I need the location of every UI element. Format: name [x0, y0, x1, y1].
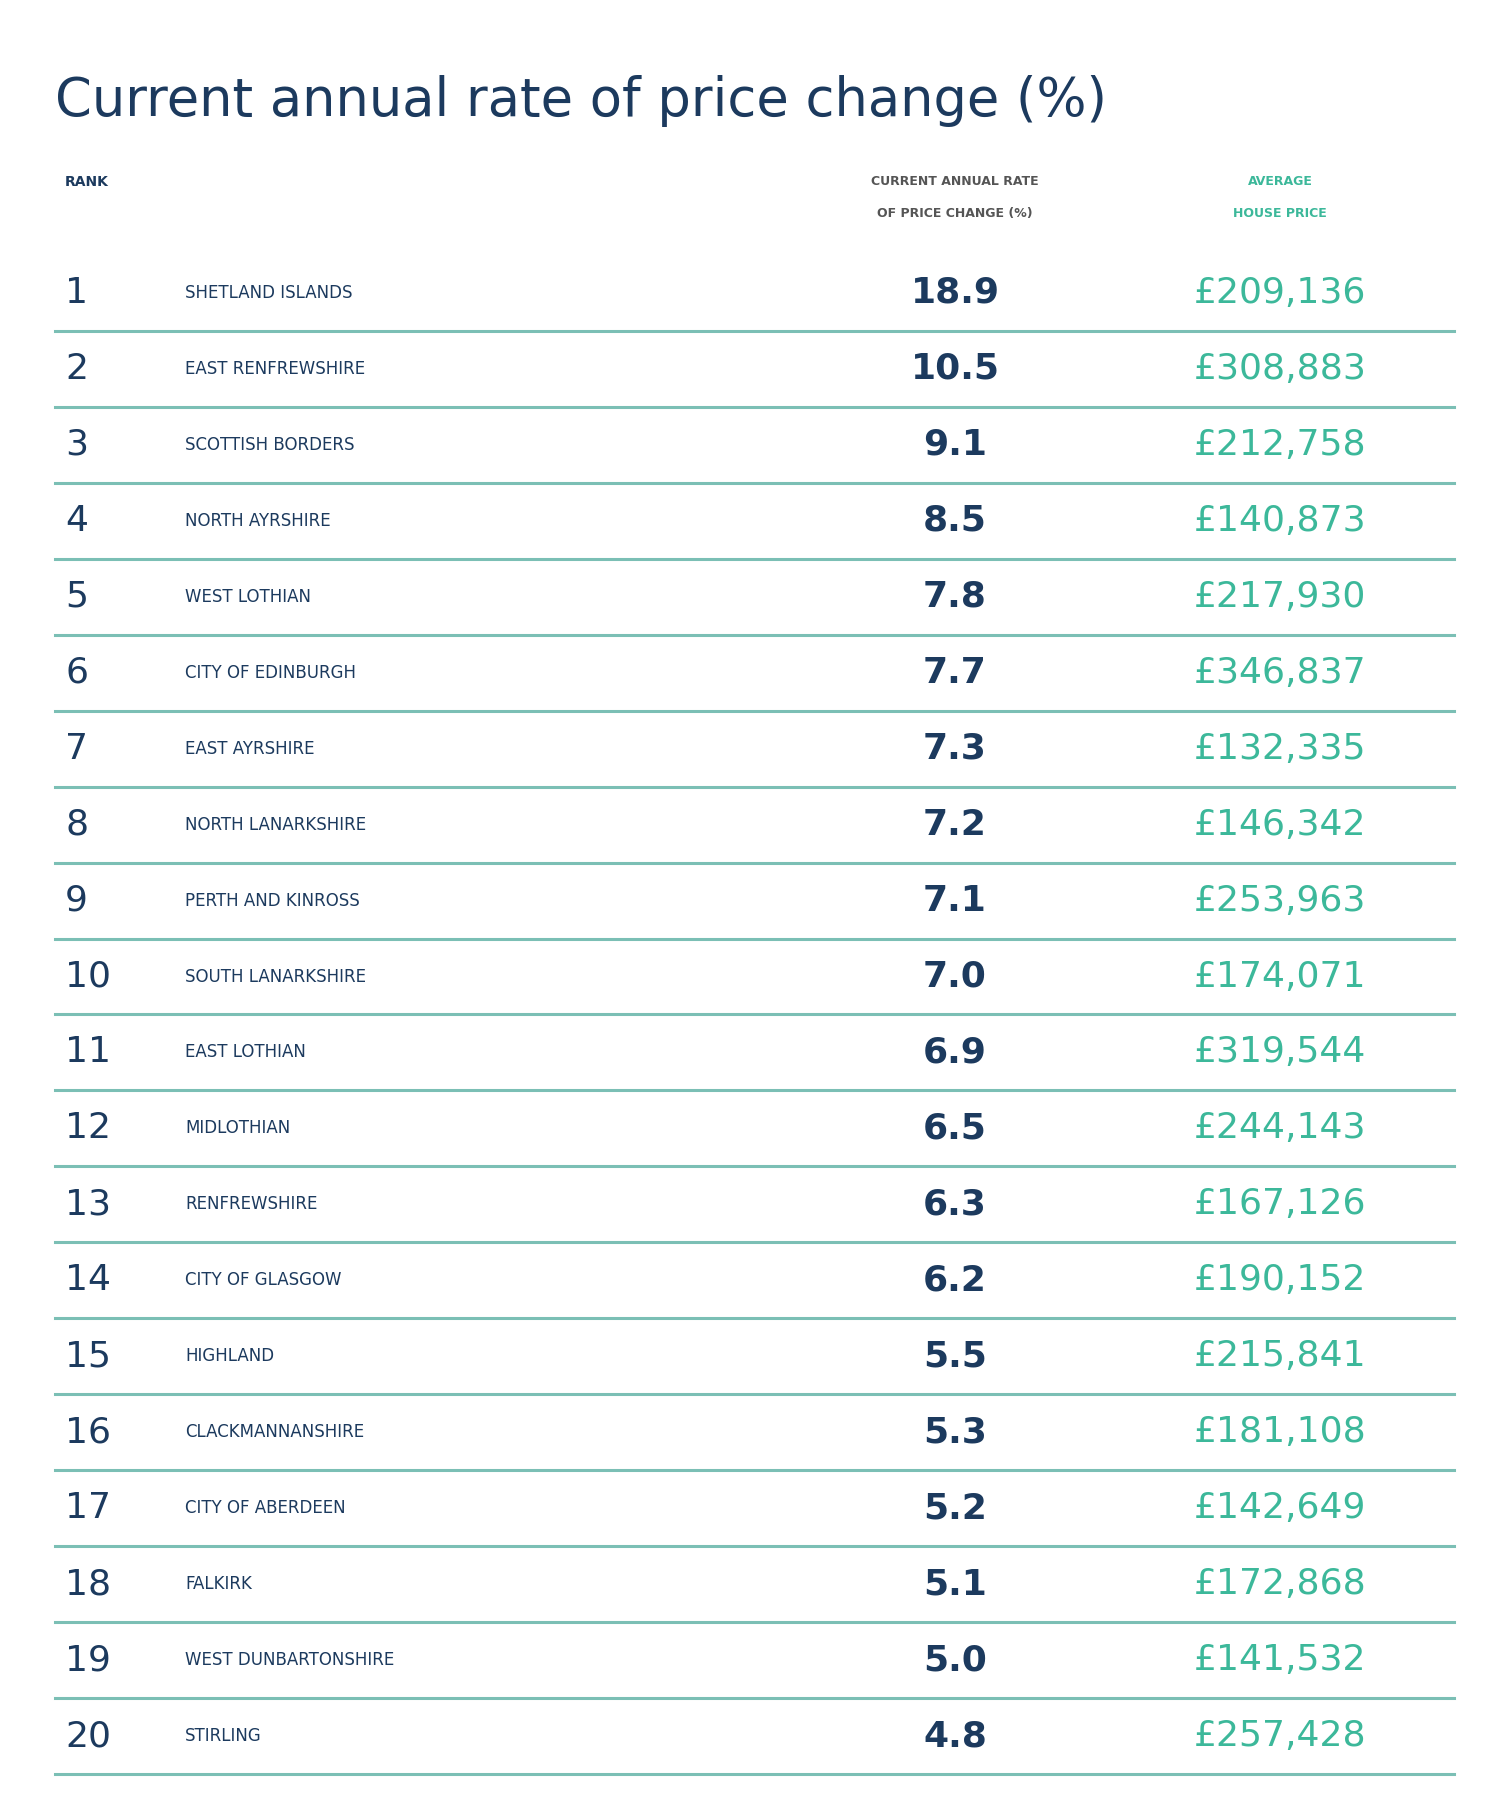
Text: HIGHLAND: HIGHLAND: [184, 1348, 274, 1366]
Text: 1: 1: [64, 276, 88, 310]
Text: £244,143: £244,143: [1193, 1111, 1366, 1146]
Text: 18: 18: [64, 1568, 111, 1602]
Text: £215,841: £215,841: [1193, 1339, 1366, 1373]
Text: £308,883: £308,883: [1193, 352, 1367, 386]
Text: 12: 12: [64, 1111, 111, 1146]
Text: 6.3: 6.3: [923, 1187, 986, 1221]
Text: 9: 9: [64, 884, 88, 918]
Text: £212,758: £212,758: [1193, 428, 1366, 462]
Text: £146,342: £146,342: [1193, 808, 1366, 842]
Text: SCOTTISH BORDERS: SCOTTISH BORDERS: [184, 437, 354, 455]
Text: AVERAGE: AVERAGE: [1247, 175, 1313, 188]
Text: CLACKMANNANSHIRE: CLACKMANNANSHIRE: [184, 1423, 364, 1441]
Text: 4.8: 4.8: [923, 1719, 986, 1753]
Text: 6.5: 6.5: [923, 1111, 986, 1146]
Text: 5.5: 5.5: [923, 1339, 986, 1373]
Text: FALKIRK: FALKIRK: [184, 1575, 252, 1593]
Text: MIDLOTHIAN: MIDLOTHIAN: [184, 1120, 291, 1138]
Text: CITY OF ABERDEEN: CITY OF ABERDEEN: [184, 1499, 346, 1517]
Text: 3: 3: [64, 428, 88, 462]
Text: CITY OF GLASGOW: CITY OF GLASGOW: [184, 1272, 342, 1290]
Text: 18.9: 18.9: [910, 276, 1000, 310]
Text: 19: 19: [64, 1643, 111, 1678]
Text: 20: 20: [64, 1719, 111, 1753]
Text: EAST RENFREWSHIRE: EAST RENFREWSHIRE: [184, 361, 366, 377]
Text: 7.8: 7.8: [923, 579, 986, 613]
Text: HOUSE PRICE: HOUSE PRICE: [1234, 207, 1327, 220]
Text: £167,126: £167,126: [1193, 1187, 1366, 1221]
Text: £257,428: £257,428: [1193, 1719, 1366, 1753]
Text: CITY OF EDINBURGH: CITY OF EDINBURGH: [184, 664, 355, 682]
Text: £132,335: £132,335: [1193, 732, 1366, 765]
Text: CURRENT ANNUAL RATE: CURRENT ANNUAL RATE: [871, 175, 1039, 188]
Text: £141,532: £141,532: [1193, 1643, 1366, 1678]
Text: Current annual rate of price change (%): Current annual rate of price change (%): [55, 76, 1106, 126]
Text: 15: 15: [64, 1339, 111, 1373]
Text: SHETLAND ISLANDS: SHETLAND ISLANDS: [184, 283, 352, 301]
Text: STIRLING: STIRLING: [184, 1726, 262, 1744]
Text: £172,868: £172,868: [1193, 1568, 1367, 1602]
Text: 5: 5: [64, 579, 88, 613]
Text: 10: 10: [64, 960, 111, 994]
Text: EAST LOTHIAN: EAST LOTHIAN: [184, 1043, 306, 1061]
Text: 16: 16: [64, 1414, 111, 1449]
Text: 8: 8: [64, 808, 88, 842]
Text: £319,544: £319,544: [1193, 1035, 1366, 1070]
Text: £142,649: £142,649: [1193, 1492, 1366, 1524]
Text: £217,930: £217,930: [1193, 579, 1366, 613]
Text: 17: 17: [64, 1492, 111, 1524]
Text: £346,837: £346,837: [1193, 655, 1366, 689]
Text: 7.1: 7.1: [923, 884, 986, 918]
Text: 6: 6: [64, 655, 88, 689]
Text: SOUTH LANARKSHIRE: SOUTH LANARKSHIRE: [184, 967, 366, 985]
Text: RENFREWSHIRE: RENFREWSHIRE: [184, 1196, 318, 1214]
Text: 5.3: 5.3: [923, 1414, 986, 1449]
Text: PERTH AND KINROSS: PERTH AND KINROSS: [184, 891, 360, 909]
Text: RANK: RANK: [64, 175, 109, 189]
Text: 6.2: 6.2: [923, 1263, 986, 1297]
Text: £209,136: £209,136: [1193, 276, 1366, 310]
Text: £190,152: £190,152: [1193, 1263, 1366, 1297]
Text: WEST LOTHIAN: WEST LOTHIAN: [184, 588, 310, 606]
Text: 7.2: 7.2: [923, 808, 986, 842]
Text: NORTH LANARKSHIRE: NORTH LANARKSHIRE: [184, 815, 366, 833]
Text: 7.0: 7.0: [923, 960, 986, 994]
Text: OF PRICE CHANGE (%): OF PRICE CHANGE (%): [877, 207, 1033, 220]
Text: EAST AYRSHIRE: EAST AYRSHIRE: [184, 740, 315, 758]
Text: 9.1: 9.1: [923, 428, 986, 462]
Text: 6.9: 6.9: [923, 1035, 986, 1070]
Text: £181,108: £181,108: [1193, 1414, 1367, 1449]
Text: 5.1: 5.1: [923, 1568, 986, 1602]
Text: WEST DUNBARTONSHIRE: WEST DUNBARTONSHIRE: [184, 1651, 394, 1669]
Text: 8.5: 8.5: [923, 503, 986, 538]
Text: 7.3: 7.3: [923, 732, 986, 765]
Text: £253,963: £253,963: [1193, 884, 1366, 918]
Text: 5.2: 5.2: [923, 1492, 986, 1524]
Text: £140,873: £140,873: [1193, 503, 1366, 538]
Text: NORTH AYRSHIRE: NORTH AYRSHIRE: [184, 512, 331, 530]
Text: 11: 11: [64, 1035, 111, 1070]
Text: 10.5: 10.5: [910, 352, 1000, 386]
Text: 4: 4: [64, 503, 88, 538]
Text: 7.7: 7.7: [923, 655, 986, 689]
Text: 2: 2: [64, 352, 88, 386]
Text: £174,071: £174,071: [1193, 960, 1366, 994]
Text: 13: 13: [64, 1187, 111, 1221]
Text: 14: 14: [64, 1263, 111, 1297]
Text: 5.0: 5.0: [923, 1643, 986, 1678]
Text: 7: 7: [64, 732, 88, 765]
